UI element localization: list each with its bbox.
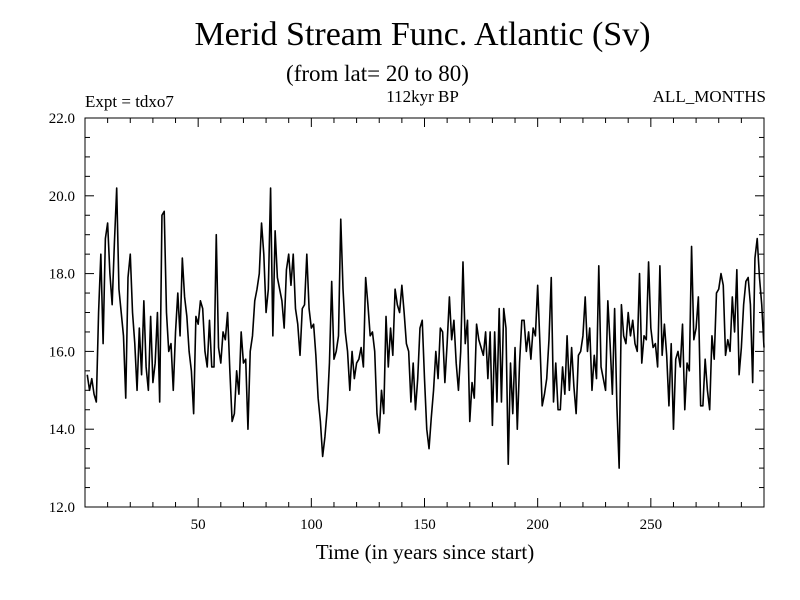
y-tick-label: 18.0 bbox=[49, 267, 75, 283]
y-tick-label: 14.0 bbox=[49, 422, 75, 438]
chart-title: Merid Stream Func. Atlantic (Sv) bbox=[194, 16, 651, 53]
period-label: 112kyr BP bbox=[386, 87, 459, 106]
x-tick-label: 50 bbox=[191, 517, 206, 533]
series-line bbox=[86, 187, 765, 469]
x-tick-label: 250 bbox=[640, 517, 663, 533]
y-tick-label: 20.0 bbox=[49, 189, 75, 205]
chart-subtitle: (from lat= 20 to 80) bbox=[286, 61, 469, 86]
y-tick-label: 12.0 bbox=[49, 500, 75, 516]
x-tick-label: 150 bbox=[413, 517, 436, 533]
experiment-label: Expt = tdxo7 bbox=[85, 92, 174, 111]
x-tick-label: 200 bbox=[526, 517, 549, 533]
y-tick-label: 22.0 bbox=[49, 111, 75, 127]
y-tick-label: 16.0 bbox=[49, 344, 75, 360]
months-label: ALL_MONTHS bbox=[652, 87, 766, 106]
x-tick-label: 100 bbox=[300, 517, 323, 533]
x-axis-label: Time (in years since start) bbox=[315, 540, 535, 564]
axis-tick-labels: 50 100 150 200 250 12.0 14.0 16.0 18.0 20.0 22.0 bbox=[49, 111, 662, 533]
